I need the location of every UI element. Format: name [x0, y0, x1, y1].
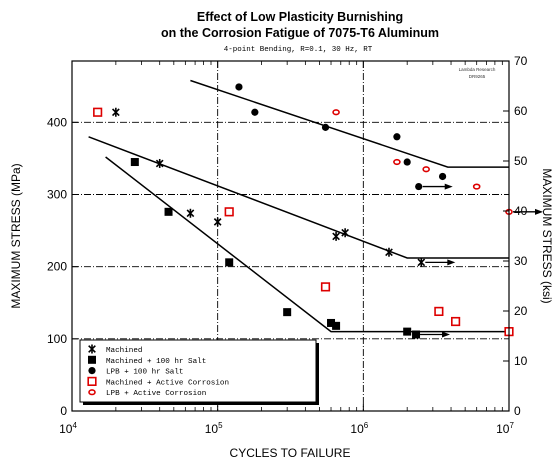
y2-tick-label-4: 40 — [514, 204, 528, 218]
point-lpb-100-hr-salt-5 — [415, 182, 423, 191]
plot-frame — [71, 60, 510, 412]
y2-axis-label: MAXIMUM STRESS (ksi) — [540, 168, 554, 303]
point-lpb-100-hr-salt-0 — [235, 83, 243, 91]
point-machined-active-corrosion-0 — [93, 107, 103, 117]
legend-label-machined-100-hr-salt: Machined + 100 hr Salt — [106, 358, 206, 366]
legend-label-machined: Machined — [106, 347, 142, 355]
trend-line-1 — [88, 136, 509, 259]
point-machined-3 — [213, 217, 222, 227]
point-machined-7 — [417, 257, 426, 267]
y2-tick-label-2: 20 — [514, 304, 528, 318]
x-tick-label-1: 105 — [205, 421, 223, 436]
trend-line-2 — [105, 156, 509, 333]
x-axis-ticks: 104 105 106 107 — [59, 61, 514, 436]
y-tick-label-0: 0 — [60, 404, 67, 418]
legend-marker-machined-100-hr-salt — [88, 355, 96, 364]
point-machined-100-hr-salt-4 — [327, 318, 336, 327]
runout-arrow-machined-0 — [425, 259, 456, 266]
y-axis-label: MAXIMUM STRESS (MPa) — [9, 163, 23, 308]
point-machined-active-corrosion-4 — [451, 316, 461, 327]
point-lpb-active-corrosion-2 — [422, 166, 430, 173]
legend-marker-machined — [88, 344, 96, 354]
point-machined-100-hr-salt-1 — [164, 207, 173, 216]
legend-box — [79, 339, 317, 403]
point-machined-active-corrosion-3 — [434, 306, 444, 317]
point-lpb-100-hr-salt-6 — [438, 172, 447, 181]
y-tick-label-4: 400 — [47, 115, 67, 129]
legend-label-lpb-100-hr-salt: LPB + 100 hr Salt — [106, 369, 183, 377]
y2-axis-ticks: 0 10 20 30 40 50 60 70 — [503, 54, 528, 418]
y2-tick-label-1: 10 — [514, 354, 528, 368]
point-machined-2 — [186, 208, 195, 218]
y-axis-ticks: 0 100 200 300 400 — [47, 115, 78, 418]
y-tick-label-3: 300 — [47, 188, 67, 202]
point-lpb-active-corrosion-3 — [472, 183, 481, 190]
trend-lines — [88, 79, 509, 333]
legend-label-machined-active-corrosion: Machined + Active Corrosion — [106, 379, 229, 387]
y-tick-label-1: 100 — [47, 332, 67, 346]
point-machined-5 — [341, 228, 349, 238]
point-machined-100-hr-salt-2 — [225, 258, 234, 267]
x-tick-label-2: 106 — [350, 421, 368, 436]
y2-tick-label-5: 50 — [514, 154, 528, 168]
data-markers — [93, 83, 543, 339]
runout-arrow-lpb-100-hr-salt-0 — [422, 183, 453, 190]
y2-tick-label-6: 60 — [514, 104, 528, 118]
point-lpb-100-hr-salt-1 — [251, 108, 259, 116]
point-machined-6 — [385, 247, 393, 257]
legend-marker-lpb-100-hr-salt — [88, 367, 96, 375]
chart-title-line2: on the Corrosion Fatigue of 7075-T6 Alum… — [161, 26, 439, 40]
y2-tick-label-3: 30 — [514, 254, 528, 268]
x-tick-label-3: 107 — [496, 421, 514, 436]
stamp-line2: DR9265 — [469, 74, 486, 79]
point-machined-active-corrosion-2 — [320, 282, 331, 292]
x-axis-label: CYCLES TO FAILURE — [230, 446, 351, 460]
point-machined-100-hr-salt-3 — [283, 308, 292, 317]
legend-label-lpb-active-corrosion: LPB + Active Corrosion — [106, 390, 206, 398]
point-machined-4 — [332, 231, 340, 241]
point-lpb-active-corrosion-0 — [332, 109, 340, 116]
runout-arrow-machined-100-hr-salt-0 — [420, 331, 451, 338]
y2-tick-label-7: 70 — [514, 54, 528, 68]
x-tick-label-0: 104 — [59, 421, 77, 436]
point-machined-100-hr-salt-5 — [332, 321, 341, 330]
point-machined-0 — [111, 107, 120, 117]
legend-marker-machined-active-corrosion — [87, 376, 97, 387]
point-lpb-100-hr-salt-3 — [393, 133, 401, 141]
point-machined-100-hr-salt-6 — [403, 327, 412, 336]
point-machined-100-hr-salt-0 — [130, 158, 139, 167]
point-machined-1 — [155, 158, 164, 168]
stamp-line1: Lambda Research — [459, 67, 496, 72]
point-machined-100-hr-salt-7 — [412, 330, 421, 339]
trend-line-0 — [190, 79, 509, 168]
y2-tick-label-0: 0 — [514, 404, 521, 418]
point-lpb-100-hr-salt-4 — [403, 158, 411, 166]
y-tick-label-2: 200 — [47, 260, 67, 274]
point-lpb-active-corrosion-1 — [393, 158, 401, 166]
chart-title: Effect of Low Plasticity Burnishing — [197, 10, 403, 24]
runout-arrow-lpb-active-corrosion-0 — [513, 208, 543, 215]
point-lpb-100-hr-salt-2 — [321, 123, 330, 131]
legend-marker-lpb-active-corrosion — [88, 389, 96, 396]
legend: Machined Machined + 100 hr Salt LPB + 100 … — [79, 339, 319, 405]
point-machined-active-corrosion-1 — [224, 207, 234, 217]
chart-subtitle: 4-point Bending, R=0.1, 30 Hz, RT — [224, 46, 373, 54]
